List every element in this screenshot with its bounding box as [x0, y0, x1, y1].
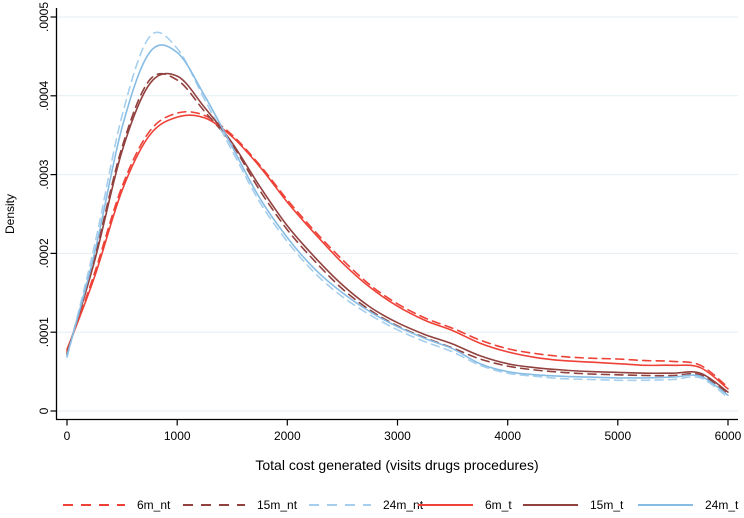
x-tick-label: 4000 [494, 429, 521, 443]
x-tick-label: 3000 [384, 429, 411, 443]
legend-label-6m_t: 6m_t [485, 498, 512, 512]
y-axis-title: Density [3, 194, 17, 234]
legend-item-15m_nt: 15m_nt [183, 498, 298, 512]
series-24m_t-line [66, 44, 729, 396]
legend-label-15m_nt: 15m_nt [257, 498, 298, 512]
y-tick-label: .0002 [37, 238, 51, 268]
gridlines [57, 16, 738, 412]
series-24m_nt-line [66, 31, 729, 399]
x-tick-label: 5000 [604, 429, 631, 443]
series-15m_nt-line [66, 72, 729, 395]
y-tick-label: .0004 [37, 80, 51, 110]
legend-label-24m_t: 24m_t [705, 498, 739, 512]
legend: 6m_nt 15m_nt 24m_nt 6m_t 15m_t 24m_t [63, 498, 739, 512]
y-tick-label: .0003 [37, 159, 51, 189]
legend-item-24m_nt: 24m_nt [309, 498, 424, 512]
series-15m_t-line [66, 72, 729, 393]
axes: 0 .0001 .0002 .0003 .0004 .0005 0 1000 2000 3000 4… [37, 2, 742, 443]
x-tick-label: 6000 [715, 429, 742, 443]
legend-item-24m_t: 24m_t [638, 498, 739, 512]
series-6m_t-line [66, 114, 729, 390]
y-tick-label: .0001 [37, 317, 51, 347]
series-curves [66, 31, 729, 399]
legend-item-15m_t: 15m_t [523, 498, 624, 512]
legend-label-24m_nt: 24m_nt [383, 498, 424, 512]
legend-item-6m_nt: 6m_nt [63, 498, 171, 512]
series-6m_nt-line [66, 110, 729, 389]
x-tick-label: 2000 [274, 429, 301, 443]
y-tick-label: 0 [37, 407, 51, 414]
legend-item-6m_t: 6m_t [418, 498, 512, 512]
y-tick-label: .0005 [37, 2, 51, 32]
x-tick-label: 0 [64, 429, 71, 443]
legend-label-6m_nt: 6m_nt [137, 498, 171, 512]
x-tick-label: 1000 [164, 429, 191, 443]
x-axis-title: Total cost generated (visits drugs proce… [255, 457, 538, 473]
legend-label-15m_t: 15m_t [590, 498, 624, 512]
